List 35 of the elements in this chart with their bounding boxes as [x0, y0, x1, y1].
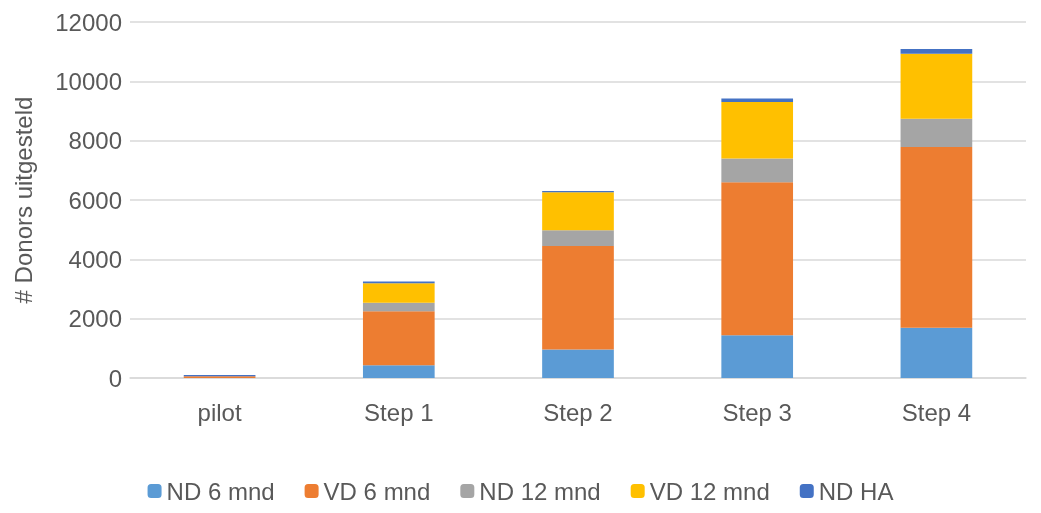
x-tick-label: pilot — [197, 398, 242, 426]
legend-label: ND 12 mnd — [479, 477, 601, 505]
legend-label: VD 6 mnd — [323, 477, 431, 505]
y-tick-label: 6000 — [68, 186, 122, 214]
legend-label: ND HA — [818, 477, 894, 505]
bar — [362, 311, 435, 366]
y-tick-label: 12000 — [55, 8, 122, 36]
y-tick-label: 8000 — [68, 127, 122, 155]
bar — [542, 245, 614, 350]
x-tick-label: Step 2 — [543, 398, 613, 426]
legend-label: ND 6 mnd — [166, 477, 275, 505]
legend-label: VD 12 mnd — [649, 477, 770, 505]
bar — [900, 327, 973, 378]
bar — [542, 192, 614, 231]
bar — [362, 283, 435, 303]
y-tick-label: 4000 — [68, 245, 122, 273]
bar — [362, 365, 435, 378]
x-tick-label: Step 1 — [364, 398, 434, 426]
bar — [362, 302, 435, 312]
y-axis-title: # Donors uitgesteld — [9, 96, 37, 304]
bar — [900, 118, 973, 147]
bar — [542, 349, 614, 378]
bar — [721, 335, 794, 378]
y-tick-label: 2000 — [68, 305, 122, 333]
x-tick-label: Step 3 — [722, 398, 792, 426]
y-tick-label: 0 — [108, 364, 122, 392]
bar — [542, 230, 614, 246]
bar — [721, 158, 794, 183]
bar — [721, 182, 794, 336]
bar — [900, 53, 973, 119]
y-tick-label: 10000 — [55, 67, 122, 95]
bar — [900, 146, 973, 328]
bar — [900, 49, 973, 54]
x-tick-label: Step 4 — [901, 398, 972, 426]
bar — [721, 102, 794, 159]
